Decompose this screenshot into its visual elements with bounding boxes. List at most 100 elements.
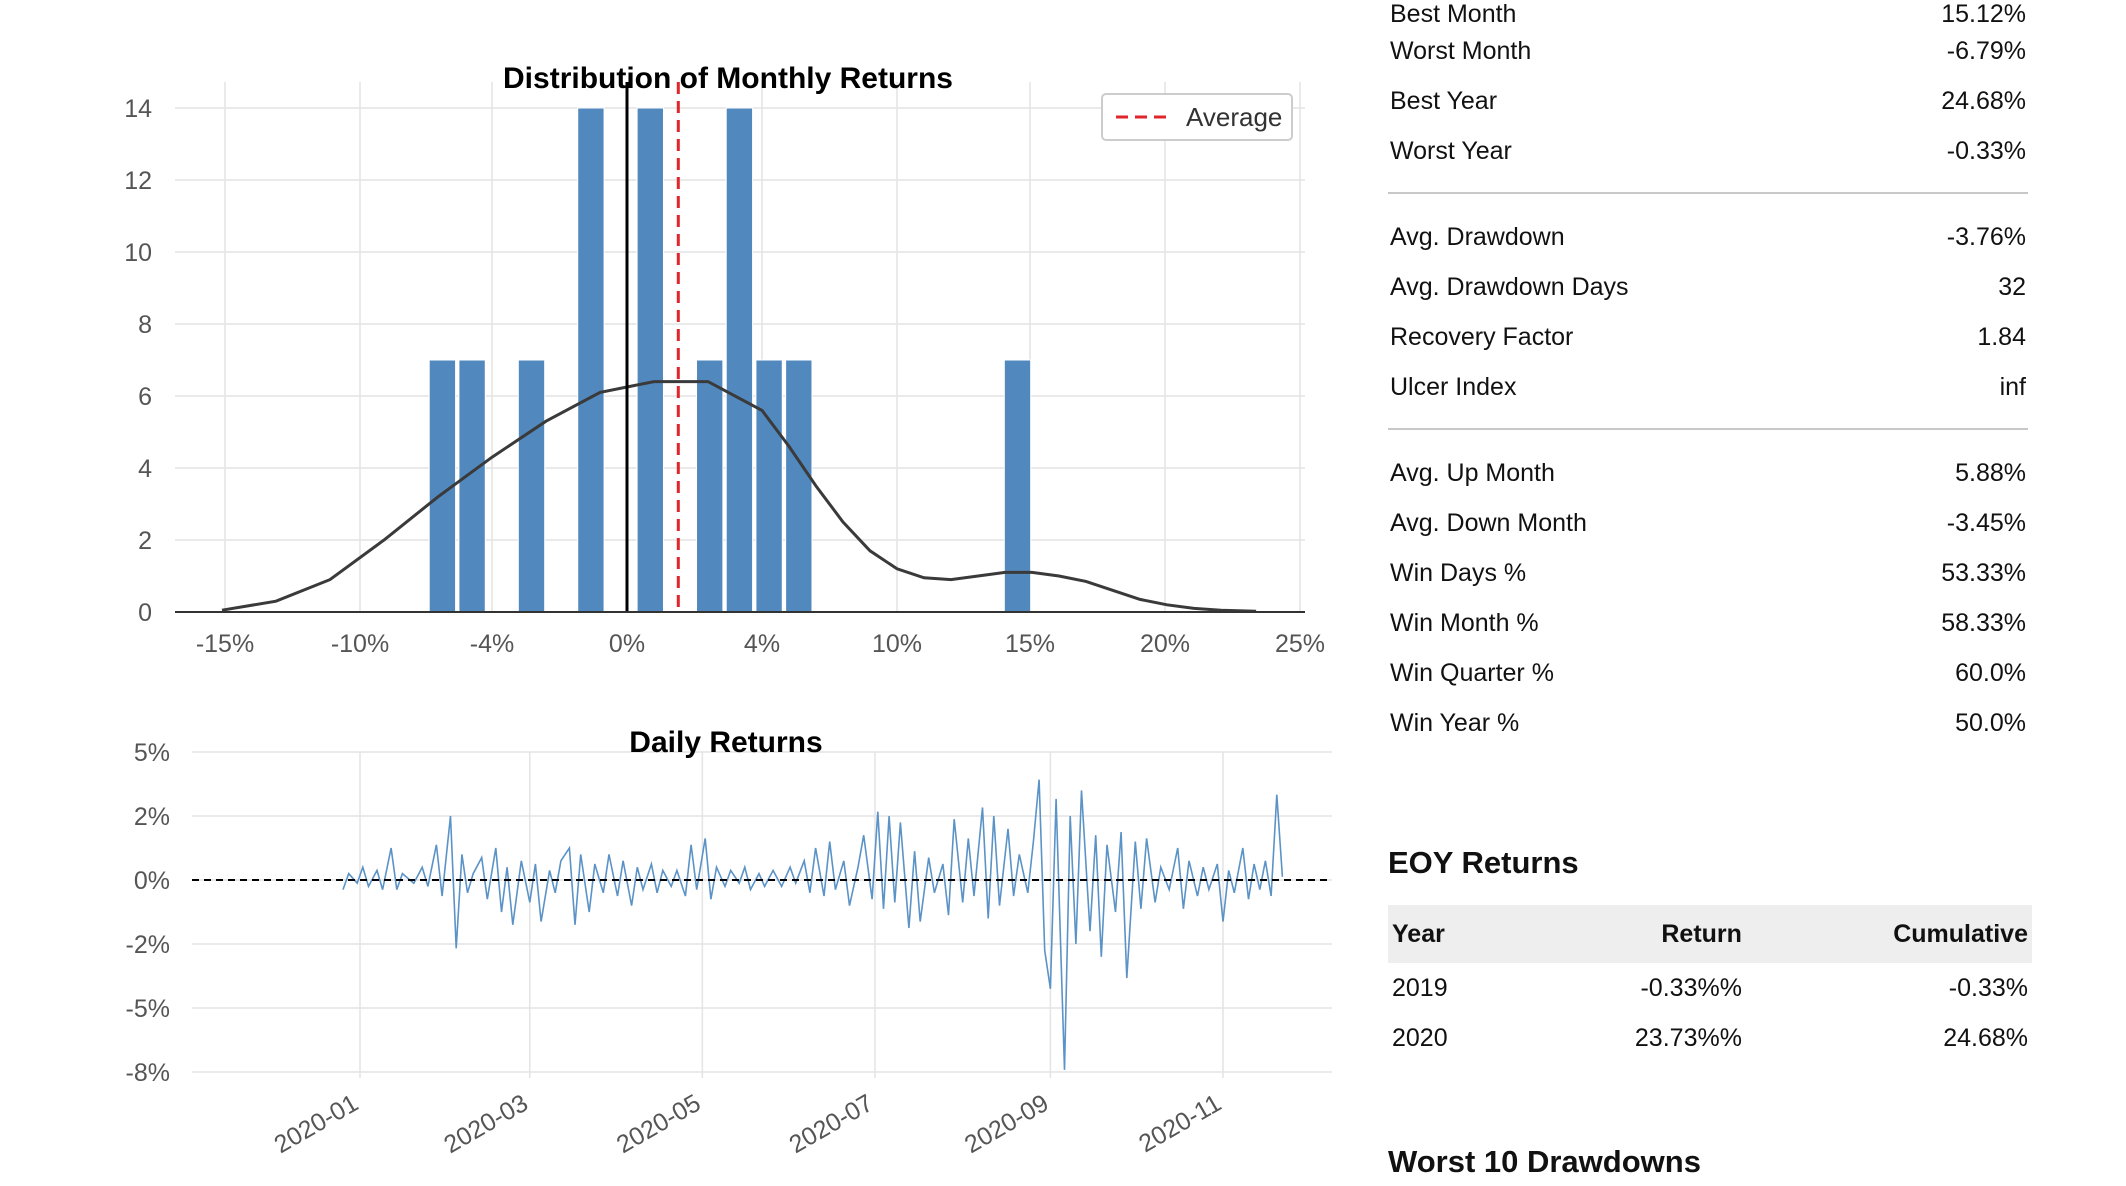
histogram-x-tick-label: 15% bbox=[1005, 630, 1055, 658]
daily-x-tick-label: 2020-11 bbox=[1134, 1089, 1226, 1158]
histogram-y-tick-label: 12 bbox=[124, 167, 152, 195]
eoy-cumulative-cell: 24.68% bbox=[1943, 1023, 2028, 1052]
metric-label: Avg. Drawdown Days bbox=[1390, 272, 1629, 301]
metric-label: Avg. Drawdown bbox=[1390, 222, 1565, 251]
metric-value: 15.12% bbox=[1941, 0, 2026, 28]
legend-box bbox=[1101, 93, 1293, 141]
eoy-return-cell: 23.73%% bbox=[1634, 1023, 1742, 1052]
eoy-returns-title: EOY Returns bbox=[1388, 845, 1579, 880]
histogram-x-tick-label: 10% bbox=[872, 630, 922, 658]
metric-label: Worst Year bbox=[1390, 136, 1512, 165]
daily-x-tick-label: 2020-05 bbox=[612, 1089, 705, 1159]
histogram-legend: Average bbox=[1101, 93, 1293, 141]
histogram-bar bbox=[725, 107, 754, 613]
metric-row: Win Days % 53.33% bbox=[1388, 548, 2028, 598]
daily-x-ticks: 2020-01 2020-03 2020-05 2020-07 2020-09 2020-… bbox=[270, 1089, 1226, 1159]
metric-row: Recovery Factor 1.84 bbox=[1388, 312, 2028, 362]
metric-row: Worst Month -6.79% bbox=[1388, 26, 2028, 76]
histogram-y-tick-label: 14 bbox=[124, 95, 152, 123]
daily-y-tick-label: 2% bbox=[134, 803, 170, 831]
metric-label: Best Year bbox=[1390, 86, 1498, 115]
eoy-header-return: Return bbox=[1515, 905, 1746, 963]
histogram-y-tick-label: 0 bbox=[138, 599, 152, 627]
metric-label: Win Year % bbox=[1390, 708, 1520, 737]
daily-returns-chart: 2020-01 2020-03 2020-05 2020-07 2020-09 2020-… bbox=[126, 726, 1332, 1159]
metric-row: Avg. Down Month -3.45% bbox=[1388, 498, 2028, 548]
daily-y-tick-label: -8% bbox=[126, 1059, 170, 1087]
histogram-y-tick-label: 8 bbox=[138, 311, 152, 339]
daily-x-tick-label: 2020-01 bbox=[270, 1089, 363, 1159]
metric-row: Best Month 15.12% bbox=[1388, 0, 2028, 28]
metric-value: inf bbox=[1999, 372, 2026, 401]
eoy-header-cumulative: Cumulative bbox=[1745, 905, 2032, 963]
histogram-bars bbox=[428, 107, 1032, 613]
metric-value: 58.33% bbox=[1941, 608, 2026, 637]
eoy-header-year: Year bbox=[1388, 905, 1516, 963]
metric-value: -6.79% bbox=[1946, 36, 2026, 65]
metric-value: -0.33% bbox=[1946, 136, 2026, 165]
histogram-bar bbox=[517, 359, 546, 613]
metrics-divider bbox=[1388, 192, 2028, 194]
table-row: 2019 -0.33%% -0.33% bbox=[1388, 963, 2032, 1013]
metric-label: Best Month bbox=[1390, 0, 1517, 28]
daily-returns-line bbox=[342, 779, 1284, 1070]
histogram-bar bbox=[636, 107, 664, 613]
daily-x-tick-label: 2020-03 bbox=[439, 1089, 532, 1159]
metrics-panel: Best Month 15.12% Worst Month -6.79% Best Ye… bbox=[1388, 0, 2028, 748]
kde-curve bbox=[221, 380, 1257, 613]
metric-label: Avg. Down Month bbox=[1390, 508, 1587, 537]
monthly-returns-histogram: -15% -10% -4% 0% 4% 10% 15% 20% 25% 02468101214 … bbox=[124, 62, 1325, 658]
metric-label: Avg. Up Month bbox=[1390, 458, 1555, 487]
metric-label: Win Days % bbox=[1390, 558, 1527, 587]
metric-value: -3.45% bbox=[1946, 508, 2026, 537]
histogram-x-tick-label: 4% bbox=[744, 630, 780, 658]
histogram-y-ticks: 0 2 4 6 8 10 12 14 bbox=[124, 95, 152, 627]
histogram-bar bbox=[577, 107, 605, 613]
histogram-y-tick-label: 6 bbox=[138, 383, 152, 411]
table-row: 2020 23.73%% 24.68% bbox=[1388, 1013, 2032, 1063]
histogram-title: Distribution of Monthly Returns bbox=[503, 62, 953, 95]
daily-y-tick-label: 5% bbox=[134, 739, 170, 767]
metric-label: Win Month % bbox=[1390, 608, 1539, 637]
eoy-year-cell: 2020 bbox=[1392, 1023, 1448, 1052]
metric-row: Avg. Drawdown -3.76% bbox=[1388, 212, 2028, 262]
metric-value: 32 bbox=[1998, 272, 2026, 301]
metric-value: 60.0% bbox=[1955, 658, 2026, 687]
histogram-bar bbox=[1003, 359, 1032, 613]
histogram-x-tick-label: 20% bbox=[1140, 630, 1190, 658]
metric-row: Avg. Up Month 5.88% bbox=[1388, 448, 2028, 498]
daily-y-ticks: 5% 2% 0% -2% -5% -8% bbox=[126, 739, 170, 1087]
metric-row: Avg. Drawdown Days 32 bbox=[1388, 262, 2028, 312]
histogram-x-tick-label: -10% bbox=[331, 630, 389, 658]
metric-label: Recovery Factor bbox=[1390, 322, 1574, 351]
metric-value: 24.68% bbox=[1941, 86, 2026, 115]
metric-row: Win Quarter % 60.0% bbox=[1388, 648, 2028, 698]
eoy-header-row: Year Return Cumulative bbox=[1388, 905, 2032, 963]
histogram-x-tick-label: 0% bbox=[609, 630, 645, 658]
metric-label: Worst Month bbox=[1390, 36, 1532, 65]
histogram-x-ticks: -15% -10% -4% 0% 4% 10% 15% 20% 25% bbox=[196, 630, 1325, 658]
metric-value: 53.33% bbox=[1941, 558, 2026, 587]
metric-value: -3.76% bbox=[1946, 222, 2026, 251]
histogram-bar bbox=[696, 359, 724, 613]
eoy-year-cell: 2019 bbox=[1392, 973, 1448, 1002]
daily-returns-title: Daily Returns bbox=[629, 726, 822, 759]
metric-value: 5.88% bbox=[1955, 458, 2026, 487]
daily-x-tick-label: 2020-09 bbox=[960, 1089, 1053, 1159]
daily-x-tick-label: 2020-07 bbox=[785, 1089, 878, 1159]
metric-value: 50.0% bbox=[1955, 708, 2026, 737]
eoy-returns-table: Year Return Cumulative 2019 -0.33%% -0.3… bbox=[1388, 905, 2032, 1063]
metric-label: Win Quarter % bbox=[1390, 658, 1554, 687]
histogram-bar bbox=[755, 359, 783, 613]
metric-row: Best Year 24.68% bbox=[1388, 76, 2028, 126]
histogram-y-tick-label: 2 bbox=[138, 527, 152, 555]
histogram-x-tick-label: -15% bbox=[196, 630, 254, 658]
daily-y-tick-label: -5% bbox=[126, 995, 170, 1023]
daily-grid bbox=[192, 751, 1332, 1078]
histogram-y-tick-label: 10 bbox=[124, 239, 152, 267]
eoy-cumulative-cell: -0.33% bbox=[1948, 973, 2028, 1002]
metric-row: Win Year % 50.0% bbox=[1388, 698, 2028, 748]
metric-label: Ulcer Index bbox=[1390, 372, 1517, 401]
histogram-x-tick-label: 25% bbox=[1275, 630, 1325, 658]
histogram-bar bbox=[458, 359, 486, 613]
